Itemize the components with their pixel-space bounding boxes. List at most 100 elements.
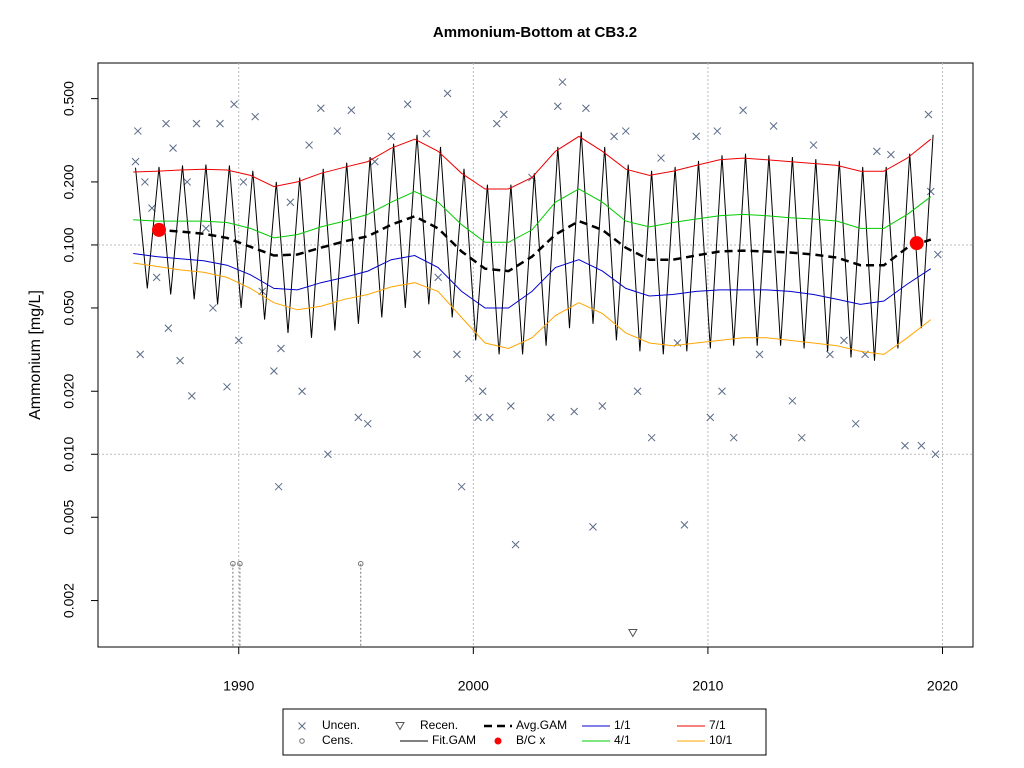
point-uncensored: [305, 141, 313, 149]
point-censored: [357, 560, 364, 567]
y-tick-label: 0.200: [61, 164, 77, 199]
legend-item: Uncen.: [298, 718, 360, 732]
point-uncensored: [809, 141, 818, 149]
point-uncensored: [924, 110, 933, 119]
point-uncensored: [485, 413, 494, 422]
y-axis-label: Ammonium [mg/L]: [27, 290, 44, 420]
point-uncensored: [570, 407, 579, 416]
y-tick-label: 0.010: [61, 437, 77, 472]
point-uncensored: [621, 127, 630, 135]
point-uncensored: [209, 304, 217, 312]
plot-area: [131, 78, 942, 647]
point-uncensored: [610, 132, 618, 141]
point-uncensored: [434, 273, 443, 282]
point-uncensored: [729, 433, 738, 442]
point-uncensored: [647, 433, 656, 442]
point-uncensored: [136, 350, 145, 359]
legend-item: 1/1: [582, 718, 631, 732]
point-uncensored: [192, 119, 201, 128]
legend-item: Avg.GAM: [484, 718, 567, 732]
legend-label: 7/1: [709, 718, 726, 732]
legend-label: B/C x: [516, 733, 545, 747]
point-uncensored: [251, 112, 260, 121]
legend-label: Fit.GAM: [432, 733, 476, 747]
y-tick-label: 0.020: [61, 374, 77, 409]
point-uncensored: [183, 178, 191, 186]
legend-item: Cens.: [299, 733, 353, 747]
point-uncensored: [739, 106, 747, 115]
y-tick-label: 0.100: [61, 227, 77, 262]
point-uncensored: [152, 273, 161, 282]
y-tick-label: 0.500: [61, 81, 77, 116]
legend-item: 4/1: [582, 733, 631, 747]
point-uncensored: [933, 250, 942, 259]
point-uncensored: [457, 482, 466, 491]
point-uncensored: [926, 187, 935, 196]
point-uncensored: [546, 413, 555, 422]
point-uncensored: [589, 522, 597, 531]
point-uncensored: [422, 129, 431, 138]
point-uncensored: [797, 433, 806, 442]
point-uncensored: [286, 198, 295, 207]
legend-label: Uncen.: [322, 718, 360, 732]
legend-item: B/C x: [494, 733, 545, 747]
point-uncensored: [202, 224, 210, 233]
point-uncensored: [169, 144, 177, 153]
point-bc: [494, 737, 502, 745]
series-line: [135, 131, 934, 361]
point-uncensored: [187, 392, 196, 400]
point-uncensored: [492, 119, 501, 128]
point-uncensored: [298, 722, 306, 730]
series-line: [133, 262, 932, 355]
point-uncensored: [511, 540, 520, 549]
point-uncensored: [917, 441, 926, 450]
legend-label: 4/1: [614, 733, 631, 747]
point-uncensored: [464, 374, 473, 383]
point-uncensored: [230, 100, 238, 109]
point-uncensored: [478, 387, 487, 396]
point-uncensored: [706, 413, 715, 422]
point-censored: [299, 738, 305, 744]
point-uncensored: [387, 132, 396, 141]
point-bc: [909, 236, 924, 251]
legend-item: 7/1: [677, 718, 726, 732]
point-uncensored: [851, 419, 860, 428]
legend-label: 10/1: [709, 733, 733, 747]
legend-item: Fit.GAM: [400, 733, 476, 747]
x-tick-label: 2020: [927, 678, 958, 694]
point-uncensored: [769, 122, 778, 130]
legend-item: 10/1: [677, 733, 733, 747]
point-uncensored: [413, 350, 421, 359]
point-uncensored: [223, 382, 231, 391]
point-uncensored: [277, 344, 285, 353]
point-uncensored: [553, 102, 562, 111]
point-uncensored: [234, 336, 243, 345]
legend-label: Avg.GAM: [516, 718, 567, 732]
point-uncensored: [692, 132, 701, 141]
point-uncensored: [403, 100, 412, 109]
point-uncensored: [333, 127, 342, 135]
point-uncensored: [499, 110, 508, 119]
point-uncensored: [582, 104, 590, 113]
point-uncensored: [718, 387, 726, 396]
point-uncensored: [558, 78, 567, 86]
point-uncensored: [755, 350, 764, 359]
point-uncensored: [162, 119, 170, 128]
point-uncensored: [274, 482, 283, 491]
point-uncensored: [131, 157, 140, 166]
y-tick-label: 0.005: [61, 500, 77, 535]
point-censored: [230, 560, 236, 567]
point-uncensored: [598, 402, 607, 410]
point-uncensored: [713, 127, 722, 135]
legend-item: Recen.: [395, 718, 458, 732]
point-uncensored: [872, 147, 881, 156]
series-line: [156, 214, 932, 273]
point-uncensored: [141, 178, 149, 186]
point-uncensored: [324, 450, 332, 459]
point-uncensored: [453, 350, 461, 359]
point-recensored: [627, 628, 638, 638]
point-uncensored: [443, 89, 452, 98]
series-line: [133, 253, 932, 309]
